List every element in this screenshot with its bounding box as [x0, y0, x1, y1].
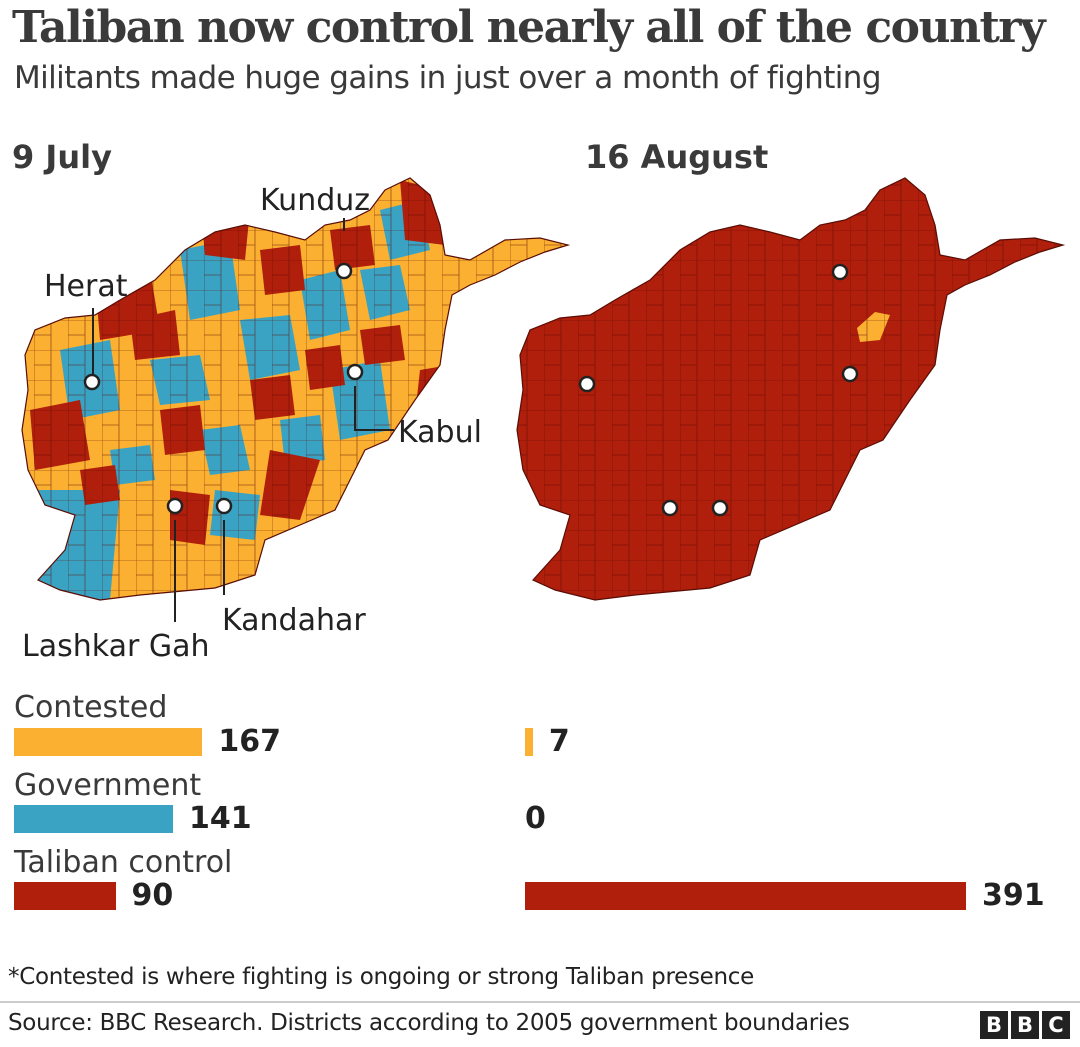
panel-date-august: 16 August: [585, 138, 769, 176]
bar-value-taliban-july: 90: [131, 878, 174, 913]
bar-value-government-august: 0: [525, 801, 546, 836]
category-label-taliban: Taliban control: [14, 845, 233, 880]
city-marker-kandahar: [215, 497, 233, 515]
chart-title: Taliban now control nearly all of the co…: [12, 2, 1046, 53]
source-note: Source: BBC Research. Districts accordin…: [8, 1010, 850, 1036]
footer-rule: [0, 1001, 1080, 1003]
city-marker-lashkar-gah: [166, 497, 184, 515]
bar-taliban-august: [525, 882, 966, 910]
panel-date-july: 9 July: [12, 138, 112, 176]
city-marker-kandahar-aug: [711, 499, 729, 517]
city-label-kandahar: Kandahar: [222, 603, 366, 638]
map-august: [516, 177, 1064, 601]
bbc-logo: B B C: [980, 1011, 1070, 1039]
district-maps: Kunduz Herat Kabul Kandahar Lashkar Gah: [21, 177, 1064, 664]
bar-government-july: [14, 805, 174, 833]
city-marker-herat: [83, 373, 101, 391]
bar-value-contested-august: 7: [548, 724, 570, 759]
bar-value-government-july: 141: [189, 801, 252, 836]
bar-value-contested-july: 167: [218, 724, 281, 759]
bar-contested-august: [525, 728, 533, 756]
bbc-logo-block-3: C: [1042, 1011, 1070, 1039]
city-marker-kabul: [346, 363, 364, 381]
city-marker-kunduz-aug: [831, 263, 849, 281]
category-label-government: Government: [14, 768, 202, 803]
city-label-lashkar-gah: Lashkar Gah: [22, 629, 210, 664]
city-label-kunduz: Kunduz: [260, 183, 370, 218]
city-marker-lashkar-gah-aug: [661, 499, 679, 517]
bbc-logo-block-1: B: [980, 1011, 1008, 1039]
bar-contested-july: [14, 728, 203, 756]
map-august-districts: [517, 178, 1063, 600]
footnote: *Contested is where fighting is ongoing …: [8, 964, 754, 990]
bar-taliban-july: [14, 882, 116, 910]
bar-value-taliban-august: 391: [982, 878, 1045, 913]
city-markers: [83, 262, 859, 517]
city-label-kabul: Kabul: [398, 415, 482, 450]
city-marker-kunduz: [335, 262, 353, 280]
city-label-herat: Herat: [44, 269, 128, 304]
category-label-contested: Contested: [14, 690, 168, 725]
city-leader-lines: [92, 218, 394, 622]
chart-subtitle: Militants made huge gains in just over a…: [14, 60, 882, 96]
city-marker-kabul-aug: [841, 365, 859, 383]
bbc-logo-block-2: B: [1011, 1011, 1039, 1039]
city-marker-herat-aug: [578, 375, 596, 393]
